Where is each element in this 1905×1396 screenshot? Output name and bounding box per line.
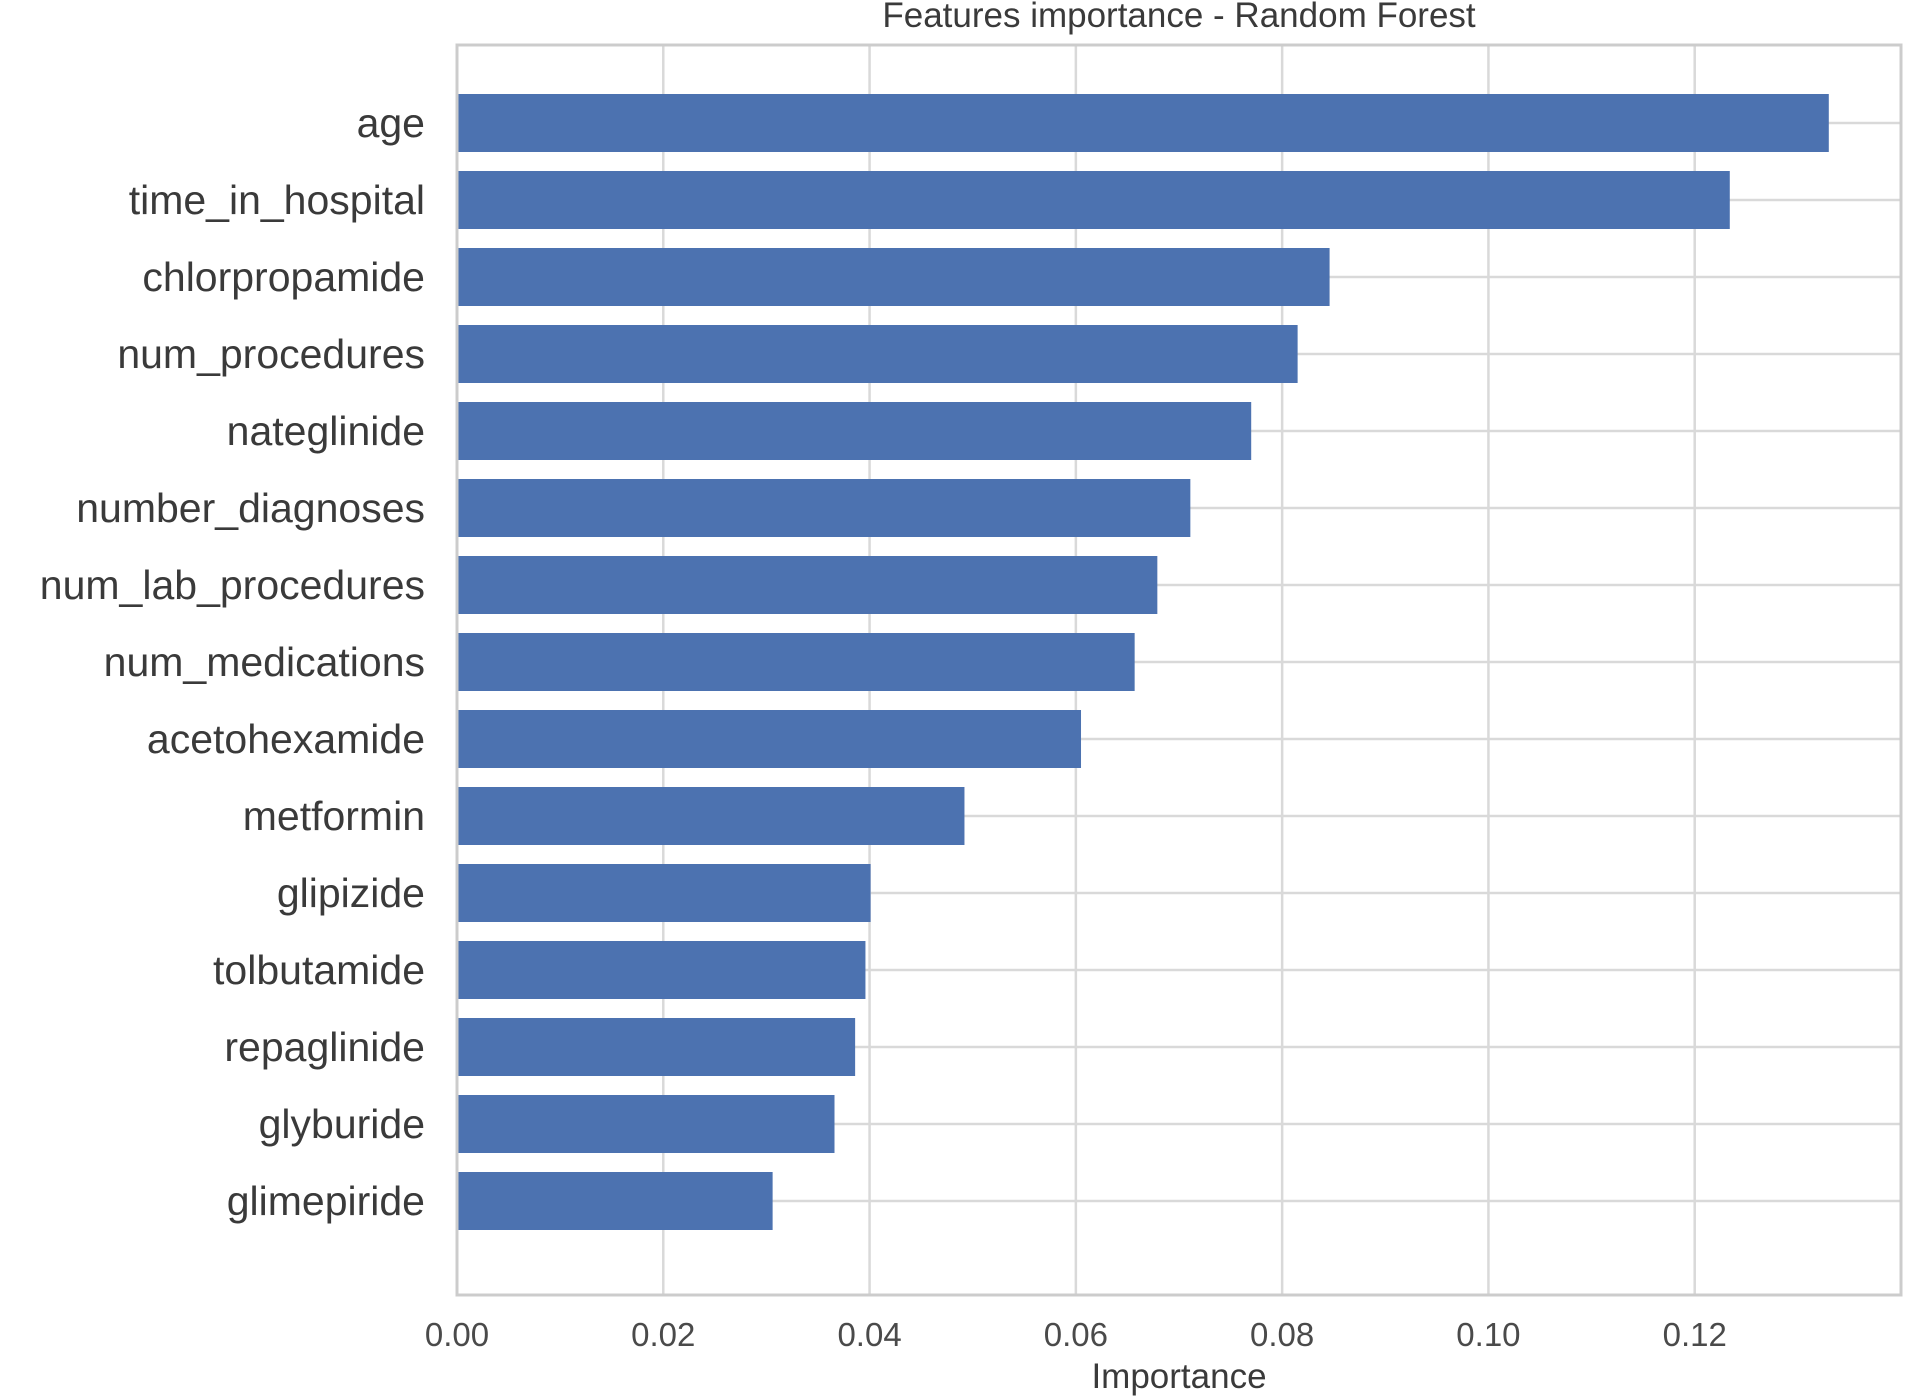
y-tick-label: glipizide (277, 870, 425, 916)
bar-age (457, 94, 1829, 152)
y-tick-labels: age time_in_hospital chlorpropamide num_pro… (40, 100, 425, 1224)
y-tick-label: number_diagnoses (76, 485, 425, 531)
y-tick-label: num_lab_procedures (40, 562, 425, 608)
x-tick-label: 0.02 (631, 1316, 695, 1353)
bar-tolbutamide (457, 941, 866, 999)
bar-glimepiride (457, 1172, 773, 1230)
y-tick-label: tolbutamide (213, 947, 425, 993)
bar-number-diagnoses (457, 479, 1191, 537)
x-tick-label: 0.00 (425, 1316, 489, 1353)
y-tick-label: repaglinide (224, 1024, 425, 1070)
bar-acetohexamide (457, 710, 1082, 768)
chart-title: Features importance - Random Forest (882, 0, 1476, 35)
bar-nateglinide (457, 402, 1252, 460)
x-tick-label: 0.04 (837, 1316, 901, 1353)
y-tick-label: num_medications (104, 639, 425, 685)
bar-num-procedures (457, 325, 1298, 383)
y-tick-label: age (357, 100, 425, 146)
x-tick-label: 0.10 (1456, 1316, 1520, 1353)
x-tick-label: 0.12 (1663, 1316, 1727, 1353)
x-tick-labels: 0.00 0.02 0.04 0.06 0.08 0.10 0.12 (425, 1316, 1727, 1353)
y-tick-label: metformin (243, 793, 425, 839)
y-tick-label: acetohexamide (147, 716, 425, 762)
y-tick-label: glyburide (259, 1101, 425, 1147)
plot-frame (455, 43, 1903, 1297)
y-tick-label: nateglinide (227, 408, 425, 454)
bar-time-in-hospital (457, 171, 1730, 229)
bar-num-lab-procedures (457, 556, 1158, 614)
bars (457, 94, 1829, 1230)
y-tick-label: num_procedures (117, 331, 425, 377)
bar-glipizide (457, 864, 871, 922)
bar-metformin (457, 787, 965, 845)
bar-chlorpropamide (457, 248, 1330, 306)
x-tick-label: 0.08 (1250, 1316, 1314, 1353)
x-axis-title: Importance (1091, 1357, 1266, 1396)
bar-glyburide (457, 1095, 835, 1153)
x-tick-label: 0.06 (1044, 1316, 1108, 1353)
y-tick-label: chlorpropamide (142, 254, 425, 300)
y-tick-label: time_in_hospital (129, 177, 425, 223)
y-tick-label: glimepiride (227, 1178, 425, 1224)
bar-repaglinide (457, 1018, 856, 1076)
bar-num-medications (457, 633, 1135, 691)
